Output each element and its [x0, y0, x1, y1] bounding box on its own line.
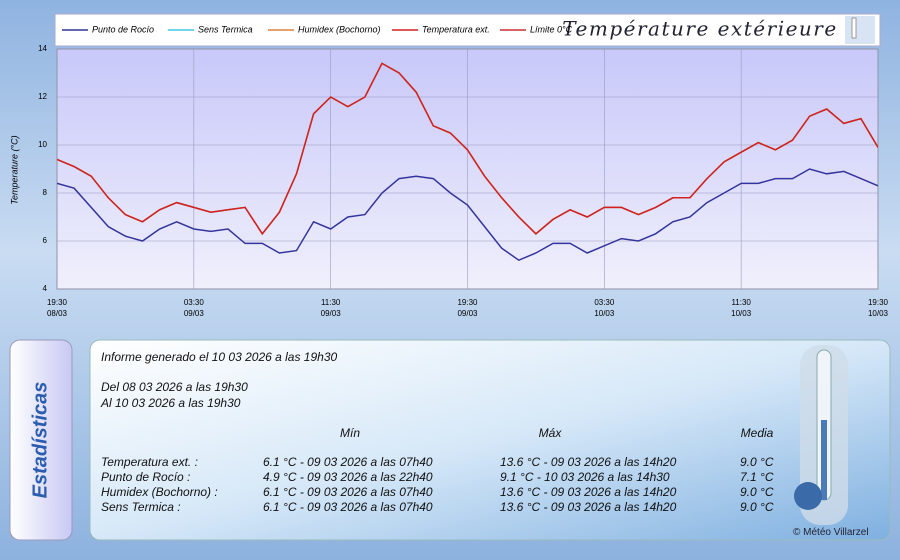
stats-cell: 9.1 °C - 10 03 2026 a las 14h30 — [500, 470, 670, 484]
sidebar-label: Estadísticas — [29, 382, 51, 499]
x-tick-label: 19:30 09/03 — [457, 298, 478, 318]
y-tick-label: 4 — [43, 284, 48, 293]
stats-cell: Humidex (Bochorno) : — [101, 485, 218, 499]
y-tick-label: 14 — [38, 44, 47, 53]
data-line — [57, 168, 878, 262]
x-tick-label: 03:30 09/03 — [183, 298, 204, 318]
y-tick-label: 10 — [38, 140, 47, 149]
stats-sidebar — [9, 339, 73, 541]
y-tick-label: 8 — [43, 188, 48, 197]
x-tick-label: 19:30 10/03 — [867, 298, 889, 318]
series-group — [57, 62, 878, 262]
legend-label: Temperatura ext. — [422, 24, 490, 34]
stats-cell: 9.0 °C — [740, 500, 774, 514]
stats-panel — [89, 339, 891, 541]
column-header: Media — [740, 426, 774, 440]
x-tick-label: 11:30 10/03 — [731, 298, 752, 318]
data-line — [57, 62, 878, 236]
stats-cell: 6.1 °C - 09 03 2026 a las 07h40 — [263, 485, 433, 499]
y-axis-label: Temperature (°C) — [9, 135, 19, 204]
column-header: Mín — [339, 426, 361, 440]
stats-cell: 6.1 °C - 09 03 2026 a las 07h40 — [263, 500, 433, 514]
stats-cell: Temperatura ext. : — [101, 455, 198, 469]
legend-label: Humidex (Bochorno) — [298, 24, 381, 34]
stats-cell: 4.9 °C - 09 03 2026 a las 22h40 — [263, 470, 433, 484]
y-tick-label: 6 — [43, 236, 48, 245]
legend-label: Sens Termica — [198, 24, 253, 34]
stats-cell: 9.0 °C — [740, 455, 774, 469]
thermo-icon — [845, 16, 875, 44]
chart-title: Température extérieure — [562, 17, 837, 41]
x-tick-label: 11:30 09/03 — [320, 298, 341, 318]
stats-cell: 9.0 °C — [740, 485, 774, 499]
stats-cell: 7.1 °C — [740, 470, 774, 484]
y-tick-label: 12 — [38, 92, 47, 101]
to-line: Al 10 03 2026 a las 19h30 — [101, 396, 241, 410]
column-header: Máx — [538, 426, 562, 440]
x-tick-label: 03:30 10/03 — [594, 298, 615, 318]
stats-cell: Sens Termica : — [101, 500, 181, 514]
x-tick-label: 19:30 08/03 — [46, 298, 68, 318]
credit: © Météo Villarzel — [793, 527, 869, 538]
from-line: Del 08 03 2026 a las 19h30 — [101, 380, 248, 394]
legend-label: Punto de Rocío — [92, 24, 154, 34]
stats-cell: 13.6 °C - 09 03 2026 a las 14h20 — [500, 500, 677, 514]
stats-cell: Punto de Rocío : — [101, 470, 191, 484]
stats-cell: 6.1 °C - 09 03 2026 a las 07h40 — [263, 455, 433, 469]
stats-cell: 13.6 °C - 09 03 2026 a las 14h20 — [500, 455, 677, 469]
stats-cell: 13.6 °C - 09 03 2026 a las 14h20 — [500, 485, 677, 499]
report-line: Informe generado el 10 03 2026 a las 19h… — [101, 350, 338, 364]
legend-label: Límite 0°C — [530, 24, 573, 34]
thermometer — [794, 345, 848, 525]
